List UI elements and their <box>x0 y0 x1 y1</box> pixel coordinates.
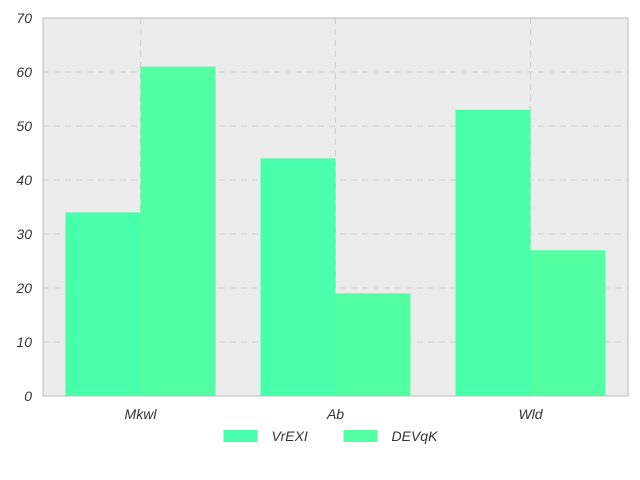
legend-label: VrEXI <box>272 428 308 444</box>
y-tick-label: 0 <box>24 388 32 404</box>
bar <box>531 250 606 396</box>
bar <box>141 67 216 396</box>
legend: VrEXI DEVqK <box>224 428 439 444</box>
y-tick-label: 70 <box>16 10 32 26</box>
y-tick-label: 40 <box>16 172 32 188</box>
y-tick-label: 50 <box>16 118 32 134</box>
legend-label: DEVqK <box>392 428 439 444</box>
bar <box>456 110 531 396</box>
y-tick-label: 20 <box>15 280 32 296</box>
legend-swatch <box>344 430 378 442</box>
y-tick-label: 60 <box>16 64 32 80</box>
y-tick-label: 10 <box>16 334 32 350</box>
legend-swatch <box>224 430 258 442</box>
x-tick-label: Mkwl <box>125 406 158 422</box>
x-axis-ticks: Mkwl Ab Wld <box>125 406 544 422</box>
x-tick-label: Wld <box>518 406 543 422</box>
bar <box>261 158 336 396</box>
y-tick-label: 30 <box>16 226 32 242</box>
y-axis-ticks: 0 10 20 30 40 50 60 70 <box>15 10 32 404</box>
bar <box>66 212 141 396</box>
x-tick-label: Ab <box>326 406 344 422</box>
bar <box>336 293 411 396</box>
